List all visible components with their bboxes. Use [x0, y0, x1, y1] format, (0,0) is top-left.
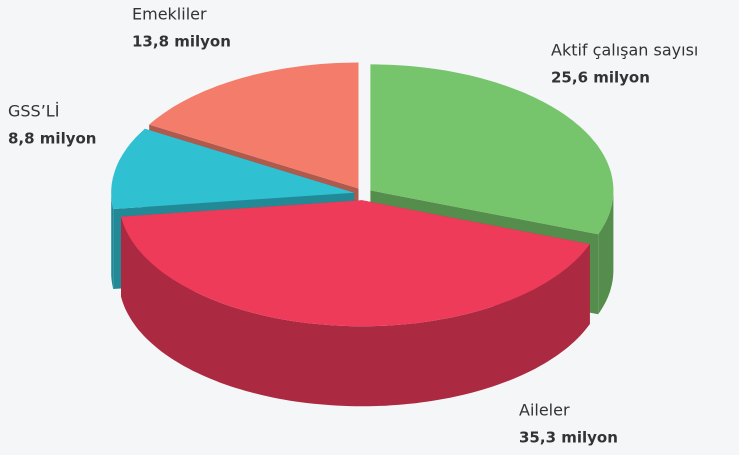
slice-label: Emekliler: [132, 5, 207, 24]
slice-wall: [598, 190, 614, 315]
slice-label: Aktif çalışan sayısı: [551, 41, 698, 60]
value-label: 35,3 milyon: [519, 429, 618, 447]
slice: [121, 200, 590, 327]
value-label: 13,8 milyon: [132, 33, 231, 51]
value-label: 25,6 milyon: [551, 69, 650, 87]
slice: [370, 64, 614, 235]
slice: [111, 128, 355, 209]
slice-label: Aileler: [519, 401, 570, 420]
slice-wall: [121, 216, 590, 407]
slice-wall: [111, 192, 114, 289]
slice-label: GSS’Lİ: [8, 102, 59, 121]
slice: [149, 62, 359, 189]
value-label: 8,8 milyon: [8, 130, 96, 148]
